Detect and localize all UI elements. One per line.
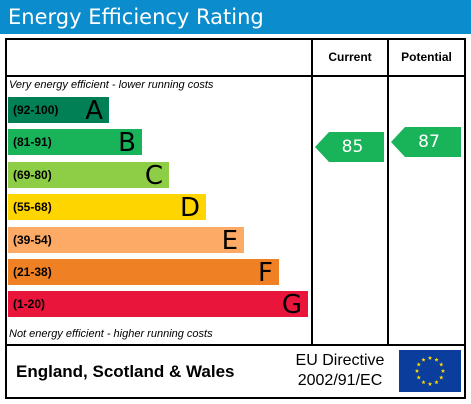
band-range-label: (92-100): [13, 103, 59, 117]
rating-band-e: (39-54) E: [8, 226, 244, 256]
eu-star-icon: [414, 368, 420, 373]
eu-directive: EU Directive 2002/91/EC: [285, 351, 395, 391]
eu-star-icon: [439, 362, 444, 367]
page-title: Energy Efficiency Rating: [0, 0, 471, 34]
band-letter: F: [258, 258, 273, 288]
note-not-efficient: Not energy efficient - higher running co…: [9, 328, 213, 340]
potential-rating-value: 87: [418, 132, 440, 152]
eu-flag-icon: [399, 350, 461, 392]
band-range-label: (21-38): [13, 265, 52, 279]
eu-star-icon: [421, 379, 426, 385]
band-letter: D: [179, 193, 200, 223]
eu-star-icon: [439, 375, 444, 380]
rating-band-c: (69-80) C: [8, 161, 169, 191]
band-letter: A: [85, 96, 103, 126]
current-column-header: Current: [328, 50, 372, 64]
potential-arrow-shape: [391, 127, 461, 157]
footer-divider: [5, 344, 466, 346]
current-rating-arrow: 85: [315, 132, 384, 162]
rating-band-f: (21-38) F: [8, 258, 279, 288]
potential-column-header: Potential: [401, 50, 452, 64]
rating-band-d: (55-68) D: [8, 193, 206, 223]
header-divider: [5, 75, 466, 77]
eu-star-icon: [427, 381, 433, 386]
rating-band-g: (1-20) G: [8, 290, 308, 320]
current-column-divider: [311, 38, 313, 346]
note-very-efficient: Very energy efficient - lower running co…: [9, 79, 214, 91]
eu-directive-line2: 2002/91/EC: [297, 372, 383, 389]
eu-star-icon: [440, 368, 446, 373]
band-letter: E: [221, 226, 238, 256]
band-letter: C: [144, 161, 163, 191]
eu-star-icon: [434, 357, 439, 362]
band-range-label: (1-20): [13, 297, 46, 311]
band-letter: G: [281, 290, 302, 320]
rating-band-a: (92-100) A: [8, 96, 109, 126]
rating-table: [5, 38, 466, 399]
eu-star-icon: [416, 375, 421, 380]
eu-directive-line1: EU Directive: [295, 352, 385, 369]
band-range-label: (55-68): [13, 200, 52, 214]
band-range-label: (81-91): [13, 135, 52, 149]
eu-star-icon: [421, 357, 426, 362]
band-range-label: (69-80): [13, 168, 52, 182]
eu-star-icon: [416, 362, 421, 367]
current-arrow-shape: [315, 132, 384, 162]
current-rating-value: 85: [341, 137, 364, 157]
eu-star-icon: [434, 379, 439, 385]
band-range-label: (39-54): [13, 233, 52, 247]
potential-rating-arrow: 87: [391, 127, 461, 157]
band-letter: B: [118, 128, 136, 158]
rating-band-b: (81-91) B: [8, 128, 142, 158]
footer-region-label: England, Scotland & Wales: [16, 362, 235, 381]
eu-star-icon: [427, 355, 433, 360]
potential-column-divider: [387, 38, 389, 346]
